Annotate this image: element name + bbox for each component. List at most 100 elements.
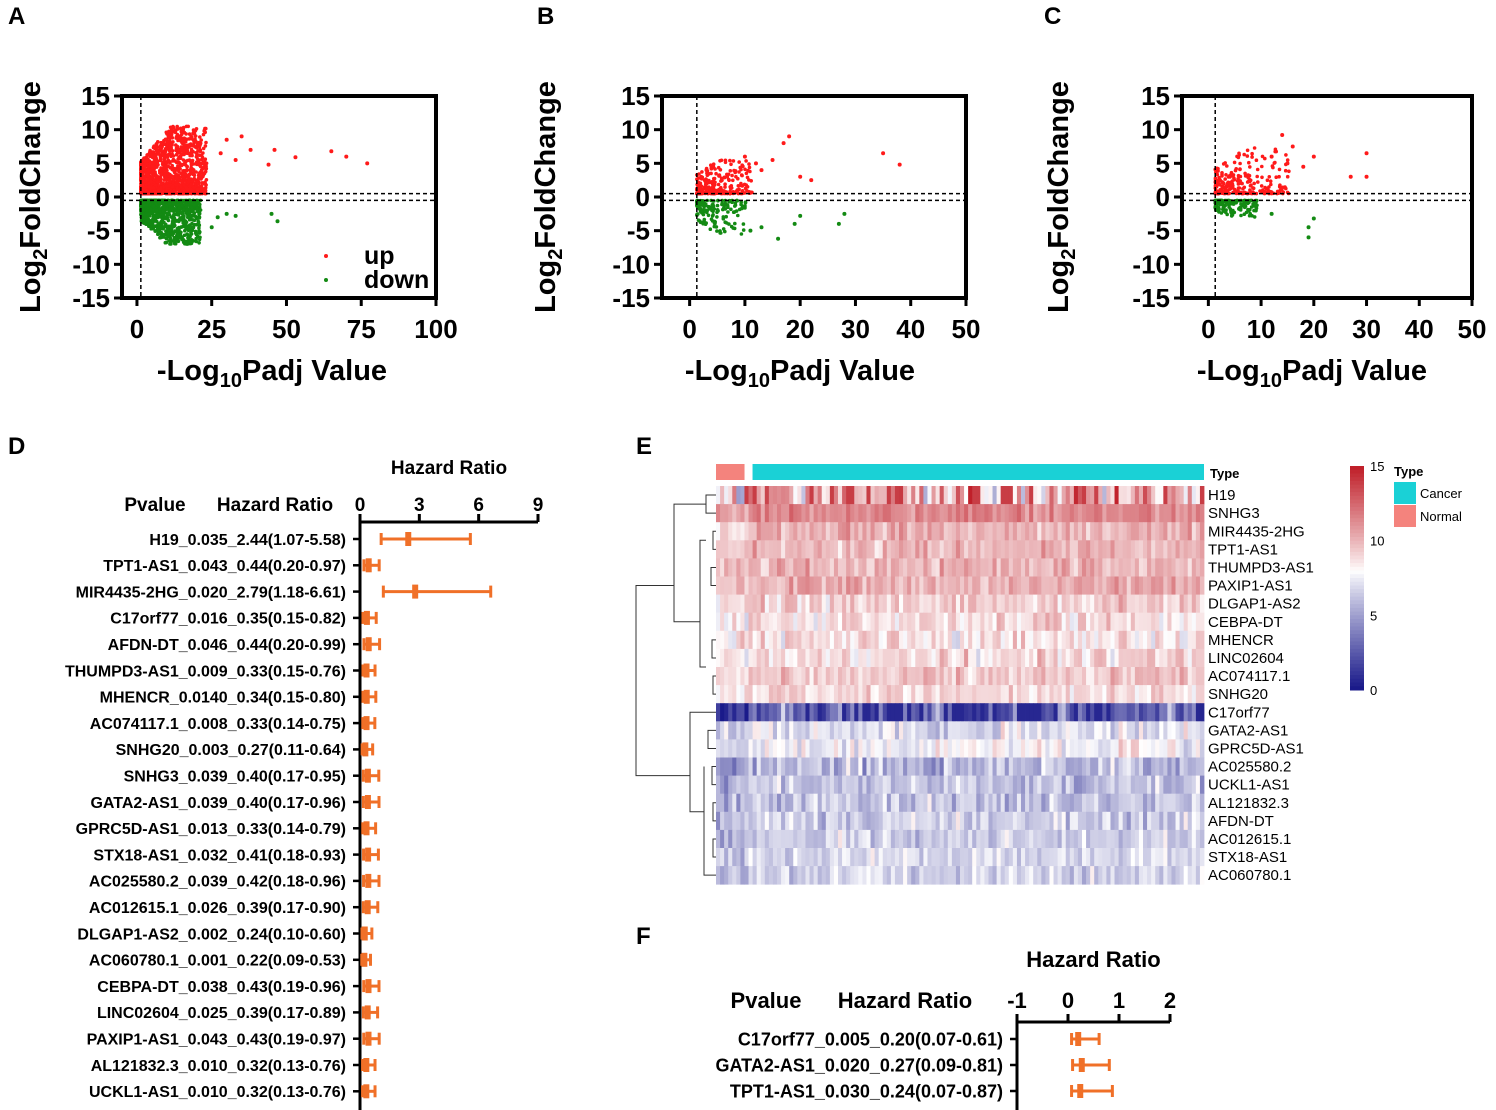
up-point — [151, 150, 156, 154]
down-point — [719, 231, 723, 235]
up-point — [742, 182, 747, 187]
heatmap-cell — [964, 703, 969, 722]
up-point — [1265, 178, 1270, 182]
down-point — [151, 204, 156, 208]
heatmap-cell — [1065, 612, 1071, 632]
up-point — [185, 164, 189, 169]
up-point — [179, 128, 184, 133]
down-point — [715, 229, 719, 233]
heatmap-cell — [943, 648, 949, 668]
heatmap-cell — [915, 648, 920, 668]
heatmap-cell — [964, 540, 969, 559]
heatmap-cell — [960, 667, 965, 686]
up-point — [1233, 187, 1237, 192]
heatmap-cell — [960, 540, 965, 559]
heatmap-cell — [1126, 486, 1132, 505]
heatmap-cell — [886, 703, 892, 722]
heatmap-cell — [1167, 612, 1172, 632]
heatmap-cell — [764, 594, 770, 614]
heatmap-cell — [716, 648, 721, 668]
heatmap-cell — [1130, 576, 1136, 595]
heatmap-cell — [817, 612, 823, 632]
heatmap-cell — [968, 630, 973, 650]
heatmap-cell — [1191, 594, 1197, 614]
up-point — [152, 165, 157, 170]
heatmap-cell — [1016, 685, 1022, 704]
heatmap-cell — [1033, 486, 1038, 505]
heatmap-cell — [980, 703, 985, 722]
heatmap-cell — [801, 504, 806, 523]
heatmap-cell — [874, 594, 880, 614]
heatmap-cell — [915, 576, 920, 595]
forest-row-label: STX18-AS1_0.032_0.41(0.18-0.93) — [93, 847, 346, 864]
up-point — [170, 149, 175, 153]
heatmap-cell — [1134, 648, 1140, 668]
heatmap-cell — [736, 504, 741, 523]
heatmap-cell — [748, 594, 753, 614]
heatmap-cell — [1122, 685, 1128, 704]
heatmap-cell — [939, 558, 945, 577]
heatmap-cell — [1025, 667, 1030, 686]
heatmap-cell — [1143, 486, 1148, 505]
heatmap-cell — [1195, 703, 1201, 722]
heatmap-cell — [825, 648, 831, 668]
heatmap-cell — [939, 486, 945, 505]
heatmap-cell — [777, 486, 782, 505]
heatmap-cell — [894, 667, 900, 686]
up-point — [1311, 154, 1316, 159]
heatmap-cell — [809, 522, 814, 541]
heatmap-cell — [886, 648, 892, 668]
heatmap-cell — [996, 648, 1002, 668]
up-point — [200, 181, 204, 185]
heatmap-cell — [760, 540, 766, 559]
heatmap-cell — [1041, 594, 1046, 614]
heatmap-cell — [1143, 576, 1148, 595]
heatmap-cell — [931, 594, 936, 614]
heatmap-cell — [1025, 630, 1030, 650]
heatmap-cell — [1094, 648, 1099, 668]
heatmap-cell — [1167, 522, 1172, 541]
heatmap-cell — [1114, 486, 1119, 505]
heatmap-cell — [1012, 594, 1018, 614]
up-point — [1256, 180, 1260, 184]
heatmap-cell — [1187, 522, 1193, 541]
heatmap-cell — [1102, 504, 1107, 523]
heatmap-cell — [870, 594, 875, 614]
heatmap-cell — [748, 504, 753, 523]
heatmap-cell — [874, 540, 880, 559]
heatmap-cell — [850, 685, 855, 704]
x-tick-label: 75 — [347, 314, 376, 344]
heatmap-cell — [1110, 612, 1115, 632]
heatmap-cell — [915, 504, 920, 523]
heatmap-cell — [1134, 540, 1140, 559]
heatmap-cell — [1159, 486, 1164, 505]
up-point — [181, 158, 186, 162]
up-point — [707, 189, 712, 193]
down-point — [162, 206, 166, 210]
up-point — [881, 151, 886, 156]
heatmap-cell — [785, 558, 790, 577]
heatmap-gene-label: SNHG20 — [1208, 686, 1268, 703]
heatmap-cell — [1082, 630, 1087, 650]
heatmap-cell — [1033, 703, 1038, 722]
heatmap-cell — [890, 504, 896, 523]
heatmap-cell — [968, 504, 973, 523]
heatmap-cell — [894, 486, 900, 505]
heatmap-cell — [1163, 667, 1168, 686]
heatmap-cell — [728, 522, 733, 541]
heatmap-cell — [870, 648, 875, 668]
heatmap-cell — [1179, 594, 1185, 614]
heatmap-cell — [825, 504, 831, 523]
up-point — [199, 138, 203, 142]
heatmap-cell — [960, 576, 965, 595]
heatmap-cell — [846, 648, 851, 668]
heatmap-cell — [813, 594, 819, 614]
heatmap-cell — [976, 576, 981, 595]
up-point — [194, 140, 198, 144]
down-point — [185, 226, 189, 230]
heatmap-cell — [1191, 648, 1197, 668]
heatmap-cell — [1130, 667, 1136, 686]
heatmap-cell — [842, 685, 847, 704]
heatmap-cell — [1069, 703, 1075, 722]
heatmap-cell — [968, 612, 973, 632]
